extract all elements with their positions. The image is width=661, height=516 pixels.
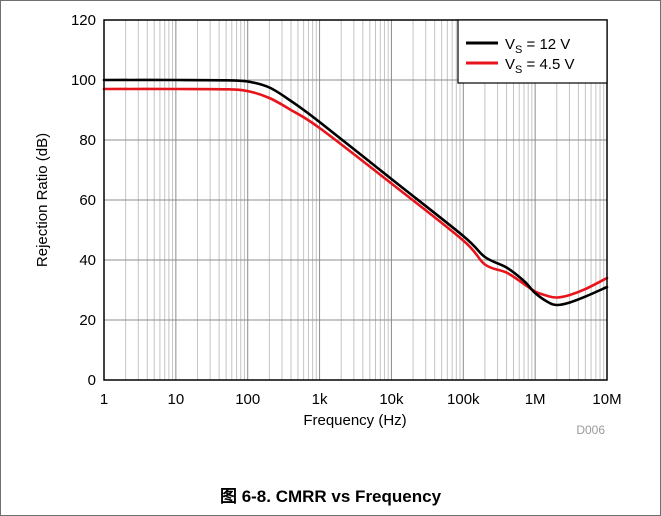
- x-axis-ticks: 1 10 100 1k 10k 100k 1M 10M: [100, 391, 622, 408]
- legend-label-4-5v: VS = 4.5 V: [505, 56, 574, 76]
- figure-caption: 图 6-8. CMRR vs Frequency: [0, 482, 661, 507]
- caption-prefix: 图: [219, 487, 237, 507]
- figure-code: D006: [576, 423, 605, 437]
- x-tick-label: 1k: [312, 391, 328, 408]
- y-axis-ticks: 0 20 40 60 80 100 120: [71, 12, 96, 389]
- plot-border: [103, 19, 608, 381]
- x-tick-label: 10: [168, 391, 185, 408]
- y-tick-label: 60: [79, 192, 96, 209]
- x-tick-label: 1: [100, 391, 108, 408]
- legend-box: [457, 19, 608, 84]
- y-tick-label: 40: [79, 252, 96, 269]
- series-line-4-5v: [102, 87, 609, 299]
- series-group: [102, 78, 609, 307]
- x-axis-label: Frequency (Hz): [303, 412, 406, 429]
- x-tick-label: 10k: [379, 391, 404, 408]
- caption-text: 6-8. CMRR vs Frequency: [236, 487, 442, 506]
- y-tick-label: 20: [79, 312, 96, 329]
- y-axis-label: Rejection Ratio (dB): [34, 133, 51, 267]
- y-tick-label: 80: [79, 132, 96, 149]
- x-tick-label: 100k: [447, 391, 480, 408]
- x-tick-label: 1M: [525, 391, 546, 408]
- series-line-12v: [102, 78, 609, 307]
- y-tick-label: 120: [71, 12, 96, 29]
- x-tick-label: 10M: [592, 391, 621, 408]
- y-tick-label: 100: [71, 72, 96, 89]
- legend-label-12v: VS = 12 V: [505, 36, 570, 56]
- x-tick-label: 100: [235, 391, 260, 408]
- y-tick-label: 0: [88, 372, 96, 389]
- legend: VS = 12 V VS = 4.5 V: [457, 19, 608, 84]
